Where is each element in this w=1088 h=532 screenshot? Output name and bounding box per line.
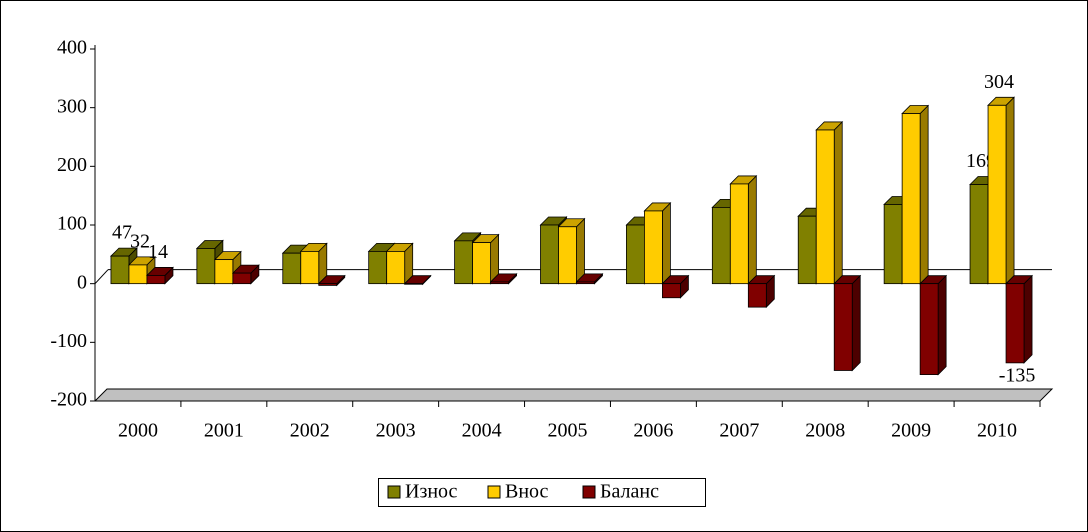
legend-label: Внос xyxy=(505,481,549,503)
bar xyxy=(815,129,835,285)
bar xyxy=(711,206,731,285)
bar xyxy=(797,215,817,285)
bar xyxy=(540,224,559,285)
bar xyxy=(318,283,338,286)
x-tick-label: 2009 xyxy=(891,420,931,442)
bar xyxy=(454,240,473,285)
y-tick-label: -100 xyxy=(50,330,87,352)
bar-side xyxy=(1005,96,1015,285)
data-label: 32 xyxy=(130,230,150,252)
bar xyxy=(214,259,234,285)
y-tick-label: 200 xyxy=(57,154,87,176)
bar xyxy=(626,224,645,285)
bar xyxy=(883,204,903,285)
floor xyxy=(93,388,1054,402)
bar xyxy=(969,184,989,285)
x-tick-label: 2001 xyxy=(204,420,244,442)
bar xyxy=(368,250,388,285)
bar-side xyxy=(662,201,671,285)
bar xyxy=(1005,283,1025,364)
legend-label: Баланс xyxy=(600,481,659,503)
bar xyxy=(196,248,216,285)
y-tick-label: -200 xyxy=(50,389,87,411)
data-label: 304 xyxy=(984,71,1014,93)
x-tick-label: 2004 xyxy=(462,420,502,442)
bar xyxy=(662,283,681,299)
bar xyxy=(558,226,577,285)
legend-swatch xyxy=(387,485,401,499)
bar xyxy=(901,113,921,285)
bar xyxy=(987,104,1007,285)
bar-side xyxy=(851,274,861,372)
legend xyxy=(378,478,706,507)
y-tick-label: 300 xyxy=(57,95,87,117)
x-tick-label: 2000 xyxy=(118,420,158,442)
bar xyxy=(490,281,509,285)
x-tick-label: 2002 xyxy=(290,420,330,442)
bar xyxy=(386,250,406,285)
x-tick-label: 2008 xyxy=(805,420,845,442)
x-tick-label: 2006 xyxy=(633,420,673,442)
legend-swatch xyxy=(582,485,596,499)
bar xyxy=(833,283,853,371)
x-tick-label: 2007 xyxy=(719,420,759,442)
bar-side xyxy=(576,217,585,285)
bar xyxy=(404,283,424,285)
bar xyxy=(146,275,166,285)
bar xyxy=(919,283,939,375)
data-label: -135 xyxy=(999,364,1036,386)
bar xyxy=(282,252,302,285)
bar xyxy=(232,272,252,285)
bar xyxy=(576,281,595,285)
y-tick-label: 400 xyxy=(57,37,87,59)
bar-side xyxy=(747,174,757,285)
x-tick-label: 2005 xyxy=(548,420,588,442)
legend-label: Износ xyxy=(405,481,458,503)
bar xyxy=(644,210,663,285)
y-tick-label: 0 xyxy=(77,271,87,293)
data-label: 47 xyxy=(112,222,132,244)
bar xyxy=(472,242,491,285)
legend-swatch xyxy=(487,485,501,499)
bar-side xyxy=(833,120,843,285)
x-tick-label: 2010 xyxy=(977,420,1017,442)
bar-side xyxy=(937,274,947,376)
bar xyxy=(110,255,130,285)
x-tick-label: 2003 xyxy=(376,420,416,442)
bar xyxy=(729,183,749,285)
bar-side xyxy=(1023,274,1033,364)
bar xyxy=(747,283,767,308)
data-label: 14 xyxy=(148,241,168,263)
y-tick-label: 100 xyxy=(57,213,87,235)
bar-side xyxy=(919,104,929,285)
bar xyxy=(128,264,148,285)
bar xyxy=(300,250,320,285)
zero-line xyxy=(94,269,109,285)
